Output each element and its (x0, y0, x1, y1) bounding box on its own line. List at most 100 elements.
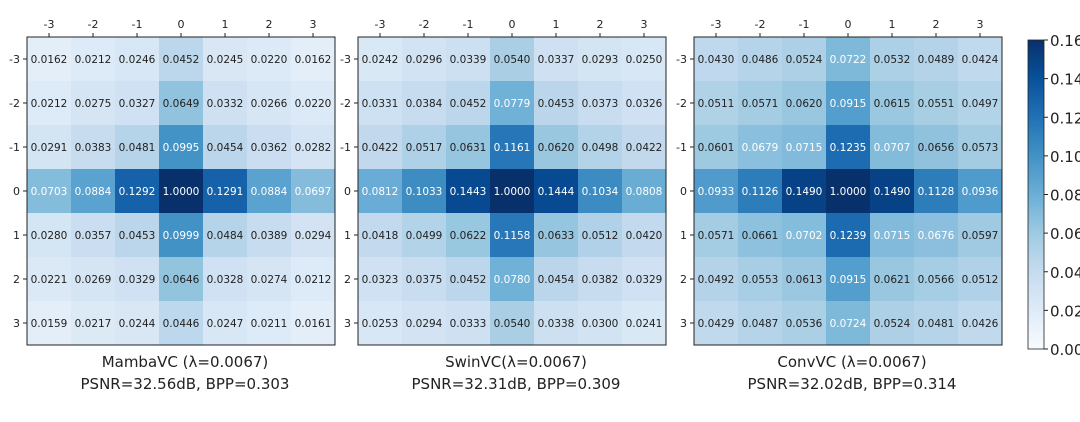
heatmap-3-cell-label: 0.0661 (742, 230, 779, 242)
heatmap-3-cell (870, 37, 914, 81)
heatmap-2-cell-label: 0.1158 (494, 230, 531, 242)
heatmap-3-cell-label: 0.0702 (786, 230, 823, 242)
heatmap-1-cell (247, 213, 291, 257)
heatmap-3-cell-label: 0.0933 (698, 186, 735, 198)
heatmap-1-cell (159, 301, 203, 345)
heatmap-1-cell (291, 37, 335, 81)
heatmap-2-cell (446, 301, 490, 345)
heatmap-2-x-tick-label: -2 (419, 18, 430, 31)
heatmap-3-cell (958, 301, 1002, 345)
heatmap-3-cell-label: 0.0486 (742, 54, 779, 66)
heatmap-1-cell-label: 0.0220 (251, 54, 288, 66)
heatmap-3-cell (914, 125, 958, 169)
heatmap-2-x-tick-label: 3 (641, 18, 648, 31)
heatmap-2-cell (402, 301, 446, 345)
heatmap-2-cell (358, 37, 402, 81)
heatmap-1-subtitle: PSNR=32.56dB, BPP=0.303 (80, 375, 290, 393)
heatmap-1-cell-label: 0.0212 (295, 274, 332, 286)
heatmap-3-cell-label: 0.0553 (742, 274, 779, 286)
heatmap-1-cell (159, 257, 203, 301)
heatmap-1-cell-label: 0.0291 (31, 142, 68, 154)
heatmap-1-cell-label: 0.0649 (163, 98, 200, 110)
heatmap-1-cell (291, 169, 335, 213)
heatmap-3-cell-label: 0.0426 (962, 318, 999, 330)
heatmap-1-cell-label: 0.0332 (207, 98, 244, 110)
heatmap-1-cell-label: 0.0884 (75, 186, 112, 198)
heatmap-2-cell (622, 257, 666, 301)
heatmap-2-cell-label: 0.0294 (406, 318, 443, 330)
heatmap-1-cell (247, 301, 291, 345)
heatmap-3-cell-label: 0.0620 (786, 98, 823, 110)
heatmap-2-x-tick-label: 1 (553, 18, 560, 31)
heatmap-2-cell-label: 0.0300 (582, 318, 619, 330)
heatmap-2-cell-label: 0.0633 (538, 230, 575, 242)
heatmap-3-cell-label: 0.0511 (698, 98, 735, 110)
heatmap-1-cell-label: 0.0247 (207, 318, 244, 330)
heatmap-3-cell (738, 37, 782, 81)
heatmap-3-cell (782, 213, 826, 257)
heatmap-2-cell-label: 0.0326 (626, 98, 663, 110)
heatmap-3-x-tick-label: -2 (755, 18, 766, 31)
heatmap-3-cell-label: 0.0613 (786, 274, 823, 286)
heatmap-3-x-tick-label: 3 (977, 18, 984, 31)
heatmap-3-cell (870, 301, 914, 345)
heatmap-2-cell (578, 213, 622, 257)
heatmap-3-cell-label: 0.0429 (698, 318, 735, 330)
heatmap-1-cell (27, 257, 71, 301)
heatmap-1-cell (27, 169, 71, 213)
heatmap-1-cell-label: 0.0280 (31, 230, 68, 242)
heatmap-1-cell (115, 37, 159, 81)
heatmap-3-cell-label: 1.0000 (830, 186, 867, 198)
heatmap-1-cell (71, 37, 115, 81)
heatmap-2-y-tick-label: 1 (344, 229, 351, 242)
heatmap-3-cell (782, 81, 826, 125)
heatmap-3-cell (826, 81, 870, 125)
heatmap-2-cell-label: 0.0418 (362, 230, 399, 242)
heatmap-1-cell (27, 125, 71, 169)
heatmap-3-x-tick-label: 1 (889, 18, 896, 31)
heatmap-3-cell-label: 0.0715 (786, 142, 823, 154)
heatmap-2-cell-label: 0.0337 (538, 54, 575, 66)
heatmap-3-cell-label: 0.0571 (742, 98, 779, 110)
heatmap-3-cell (738, 257, 782, 301)
heatmap-2-cell-label: 0.1443 (450, 186, 487, 198)
heatmap-2-cell-label: 0.0253 (362, 318, 399, 330)
heatmap-1-cell-label: 0.0244 (119, 318, 156, 330)
heatmap-3-cell-label: 0.1126 (742, 186, 779, 198)
heatmap-1-cell-label: 0.0220 (295, 98, 332, 110)
heatmap-1-cell (159, 213, 203, 257)
heatmap-2-cell-label: 0.1444 (538, 186, 575, 198)
heatmap-3-x-tick-label: 2 (933, 18, 940, 31)
heatmap-3-cell (826, 257, 870, 301)
heatmap-3-subtitle: PSNR=32.02dB, BPP=0.314 (747, 375, 957, 393)
heatmap-1-cell (115, 257, 159, 301)
heatmap-3-cell (738, 301, 782, 345)
heatmap-1-cell-label: 0.0328 (207, 274, 244, 286)
heatmap-1-cell-label: 0.0454 (207, 142, 244, 154)
heatmap-2-cell-label: 0.0323 (362, 274, 399, 286)
heatmap-2-cell-label: 0.1161 (494, 142, 531, 154)
heatmap-2-cell-label: 0.0422 (362, 142, 399, 154)
heatmap-3-cell (914, 213, 958, 257)
heatmap-2-cell (534, 169, 578, 213)
heatmap-1-cell (159, 81, 203, 125)
heatmap-2-cell-label: 0.0499 (406, 230, 443, 242)
heatmap-1-cell (247, 169, 291, 213)
heatmap-3-y-tick-label: 1 (680, 229, 687, 242)
heatmap-3-y-tick-label: 2 (680, 273, 687, 286)
heatmap-2-cell-label: 0.0452 (450, 274, 487, 286)
heatmap-2-cell-label: 0.0620 (538, 142, 575, 154)
heatmap-3-cell (782, 125, 826, 169)
heatmap-1-cell (291, 301, 335, 345)
heatmap-1-x-tick-label: 1 (222, 18, 229, 31)
heatmap-2-cell (446, 81, 490, 125)
heatmap-3-cell-label: 0.0915 (830, 274, 867, 286)
heatmap-2-cell-label: 0.0382 (582, 274, 619, 286)
heatmap-2-cell (534, 213, 578, 257)
heatmap-3-x-tick-label: -3 (711, 18, 722, 31)
heatmap-3-cell-label: 0.0679 (742, 142, 779, 154)
heatmap-1-cell-label: 0.0161 (295, 318, 332, 330)
heatmap-3-cell-label: 0.0707 (874, 142, 911, 154)
heatmap-2-y-tick-label: -2 (340, 97, 351, 110)
heatmap-1-cell (291, 213, 335, 257)
